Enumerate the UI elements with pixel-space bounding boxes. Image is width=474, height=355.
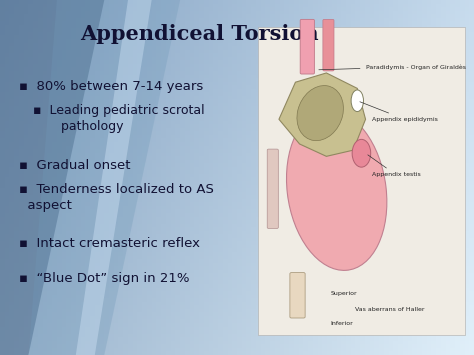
FancyBboxPatch shape — [300, 20, 314, 74]
Text: ▪  Leading pediatric scrotal
       pathology: ▪ Leading pediatric scrotal pathology — [33, 104, 205, 133]
Text: ▪  80% between 7-14 years: ▪ 80% between 7-14 years — [19, 81, 203, 93]
Text: Appendix epididymis: Appendix epididymis — [360, 102, 438, 122]
FancyBboxPatch shape — [323, 20, 334, 71]
FancyBboxPatch shape — [267, 149, 278, 229]
Text: ▪  Intact cremasteric reflex: ▪ Intact cremasteric reflex — [19, 237, 200, 250]
Ellipse shape — [352, 140, 371, 167]
FancyBboxPatch shape — [258, 27, 465, 335]
Text: Appendiceal Torsion: Appendiceal Torsion — [80, 24, 319, 44]
Polygon shape — [279, 73, 365, 156]
Ellipse shape — [286, 110, 387, 271]
Text: Paradidymis - Organ of Giraldès: Paradidymis - Organ of Giraldès — [319, 64, 465, 70]
Text: Inferior: Inferior — [330, 321, 353, 326]
Ellipse shape — [297, 86, 344, 141]
Polygon shape — [0, 0, 104, 355]
Text: Appendix testis: Appendix testis — [368, 155, 420, 178]
Text: Superior: Superior — [330, 291, 357, 296]
Polygon shape — [28, 0, 180, 355]
Polygon shape — [76, 0, 152, 355]
Text: ▪  Gradual onset: ▪ Gradual onset — [19, 159, 130, 171]
FancyBboxPatch shape — [290, 273, 305, 318]
Text: ▪  Tenderness localized to AS
  aspect: ▪ Tenderness localized to AS aspect — [19, 182, 214, 212]
Text: ▪  “Blue Dot” sign in 21%: ▪ “Blue Dot” sign in 21% — [19, 272, 190, 285]
Ellipse shape — [351, 90, 364, 111]
Text: Vas aberrans of Haller: Vas aberrans of Haller — [355, 307, 425, 312]
